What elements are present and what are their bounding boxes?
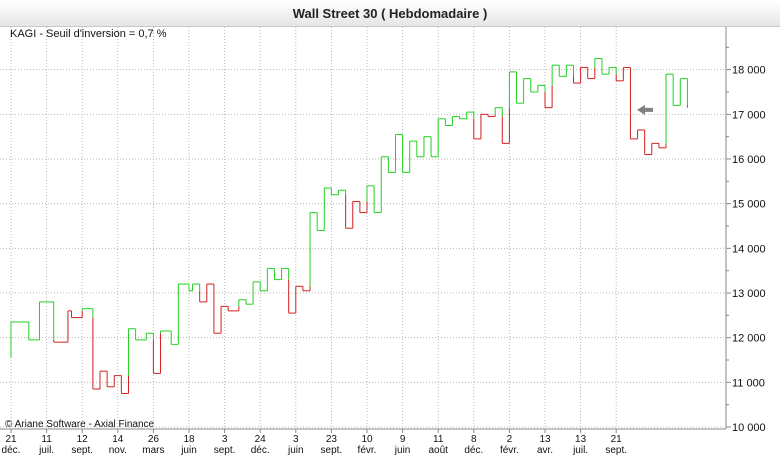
x-tick-day: 23 [326, 434, 338, 445]
x-tick-day: 9 [400, 434, 406, 445]
x-tick-day: 21 [611, 434, 623, 445]
x-tick-day: 11 [433, 434, 444, 445]
x-tick-day: 3 [222, 434, 228, 445]
x-tick-month: sept. [71, 445, 93, 455]
y-tick-label: 14 000 [732, 243, 766, 255]
x-tick-month: juin [394, 445, 411, 455]
x-tick-month: sept. [214, 445, 236, 455]
x-tick-month: juil. [572, 445, 588, 455]
y-tick-label: 13 000 [732, 288, 766, 300]
x-tick-day: 11 [41, 434, 52, 445]
y-tick-label: 15 000 [732, 199, 766, 211]
y-tick-label: 12 000 [732, 333, 766, 345]
x-tick-month: avr. [537, 445, 553, 455]
x-tick-day: 24 [255, 434, 267, 445]
x-tick-month: juin [287, 445, 304, 455]
x-tick-month: déc. [251, 445, 270, 455]
plot-area [0, 27, 726, 429]
x-tick-month: déc. [2, 445, 21, 455]
x-tick-day: 10 [361, 434, 373, 445]
x-tick-month: déc. [464, 445, 483, 455]
x-tick-day: 14 [112, 434, 124, 445]
x-tick-month: sept. [321, 445, 343, 455]
last-value-marker [637, 104, 653, 115]
x-tick-day: 26 [148, 434, 160, 445]
y-tick-label: 17 000 [732, 109, 766, 121]
chart-title: Wall Street 30 ( Hebdomadaire ) [0, 0, 780, 27]
x-tick-day: 3 [293, 434, 299, 445]
y-tick-label: 16 000 [732, 154, 766, 166]
x-tick-day: 2 [507, 434, 513, 445]
x-tick-month: sept. [605, 445, 627, 455]
x-tick-month: mars [142, 445, 164, 455]
y-tick-label: 11 000 [732, 377, 765, 389]
y-axis-ticks: 10 000 11 000 12 000 13 000 14 000 15 000 16 0… [726, 46, 766, 434]
y-tick-label: 18 000 [732, 65, 766, 77]
x-tick-day: 13 [539, 434, 551, 445]
x-tick-month: juil. [38, 445, 54, 455]
x-tick-day: 18 [183, 434, 195, 445]
chart-credit: © Ariane Software - Axial Finance [5, 419, 155, 430]
chart-subtitle: KAGI - Seuil d'inversion = 0,7 % [10, 28, 167, 40]
x-tick-day: 8 [471, 434, 477, 445]
grid [0, 27, 726, 429]
x-axis-ticks: 21déc.11juil.12sept.14nov.26mars18juin3s… [2, 429, 627, 455]
x-tick-month: août [428, 445, 448, 455]
x-tick-day: 12 [77, 434, 89, 445]
x-tick-day: 21 [5, 434, 17, 445]
arrow-left-icon [637, 104, 653, 115]
x-tick-month: févr. [358, 445, 377, 455]
x-tick-day: 13 [575, 434, 587, 445]
x-tick-month: févr. [500, 445, 519, 455]
x-tick-month: nov. [109, 445, 127, 455]
kagi-series [10, 58, 688, 394]
y-tick-label: 10 000 [732, 422, 766, 434]
x-tick-month: juin [180, 445, 197, 455]
